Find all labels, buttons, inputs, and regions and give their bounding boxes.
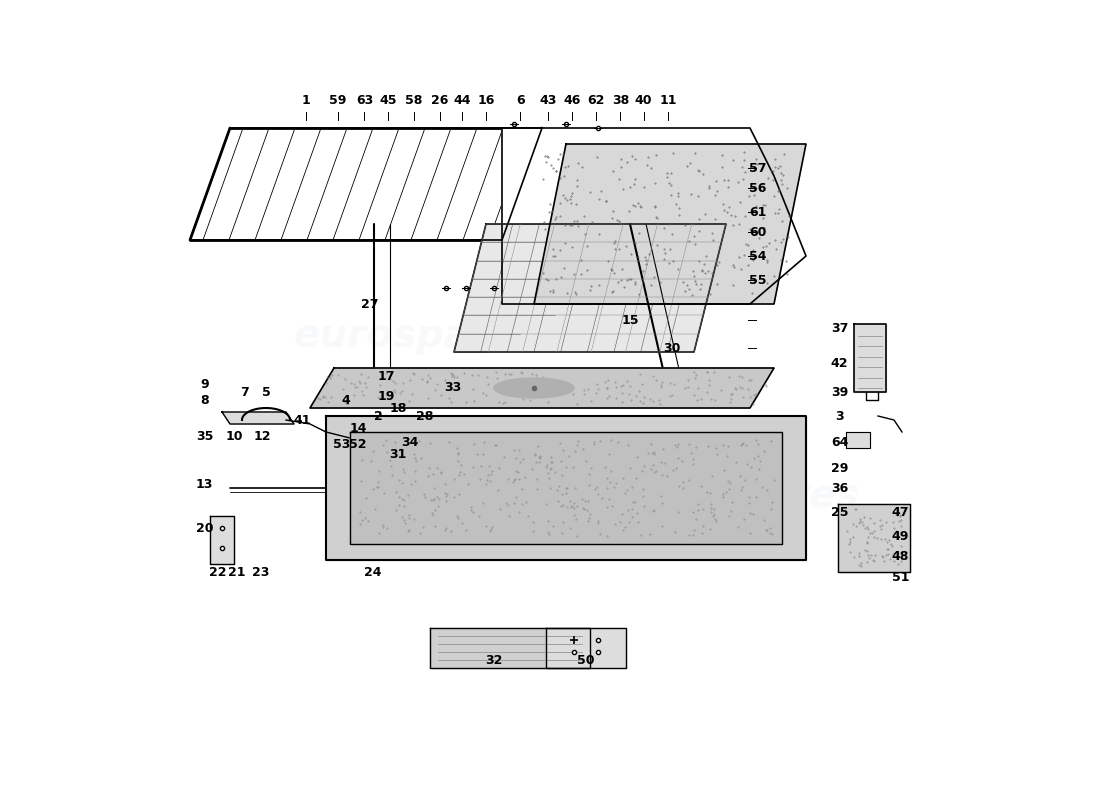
- Text: 34: 34: [402, 436, 419, 449]
- Text: 40: 40: [635, 94, 652, 106]
- Text: 1: 1: [301, 94, 310, 106]
- Text: 52: 52: [350, 438, 366, 450]
- Text: 61: 61: [749, 206, 767, 218]
- Text: 18: 18: [389, 402, 407, 414]
- Text: 55: 55: [749, 274, 767, 286]
- Polygon shape: [310, 368, 774, 408]
- Polygon shape: [534, 144, 806, 304]
- Text: 41: 41: [294, 414, 310, 426]
- Polygon shape: [222, 412, 294, 424]
- Text: 7: 7: [240, 386, 249, 398]
- Text: 44: 44: [453, 94, 471, 106]
- Text: 6: 6: [516, 94, 525, 106]
- Text: 43: 43: [540, 94, 557, 106]
- Text: 27: 27: [361, 298, 378, 310]
- Text: 19: 19: [377, 390, 395, 402]
- Text: eurospares: eurospares: [614, 477, 860, 515]
- Text: 25: 25: [830, 506, 848, 518]
- Text: 8: 8: [200, 394, 209, 406]
- Text: 9: 9: [200, 378, 209, 390]
- Text: 16: 16: [477, 94, 495, 106]
- Text: 20: 20: [196, 522, 213, 534]
- Text: 59: 59: [329, 94, 346, 106]
- Text: 42: 42: [830, 358, 848, 370]
- Text: 53: 53: [333, 438, 351, 450]
- Text: 11: 11: [660, 94, 678, 106]
- Text: 24: 24: [364, 566, 382, 578]
- Polygon shape: [502, 128, 806, 304]
- Text: 63: 63: [355, 94, 373, 106]
- Text: 57: 57: [749, 162, 767, 174]
- Text: 39: 39: [830, 386, 848, 398]
- Polygon shape: [546, 628, 626, 668]
- Text: 47: 47: [892, 506, 909, 518]
- Text: 33: 33: [443, 381, 461, 394]
- Text: 50: 50: [578, 654, 595, 666]
- Text: 13: 13: [196, 478, 213, 490]
- Text: 45: 45: [379, 94, 397, 106]
- Text: 17: 17: [377, 370, 395, 382]
- Text: 5: 5: [262, 386, 271, 398]
- Text: 12: 12: [253, 430, 271, 442]
- Text: eurospares: eurospares: [294, 317, 540, 355]
- Text: 46: 46: [563, 94, 581, 106]
- Text: 51: 51: [892, 571, 909, 584]
- Text: 26: 26: [431, 94, 449, 106]
- Polygon shape: [326, 416, 806, 560]
- Text: 21: 21: [228, 566, 245, 578]
- Polygon shape: [210, 516, 234, 564]
- Text: 15: 15: [621, 314, 639, 326]
- Text: 22: 22: [209, 566, 227, 578]
- Text: 62: 62: [587, 94, 605, 106]
- Text: 23: 23: [252, 566, 270, 578]
- Polygon shape: [350, 432, 782, 544]
- Text: 54: 54: [749, 250, 767, 262]
- Text: 29: 29: [830, 462, 848, 474]
- Text: 14: 14: [350, 422, 366, 434]
- Polygon shape: [838, 504, 910, 572]
- Text: 38: 38: [612, 94, 629, 106]
- Text: 2: 2: [374, 410, 383, 422]
- Text: 28: 28: [416, 410, 433, 422]
- Text: 3: 3: [835, 410, 844, 422]
- Text: 37: 37: [830, 322, 848, 334]
- Polygon shape: [454, 224, 726, 352]
- Text: 49: 49: [892, 530, 909, 542]
- Text: 58: 58: [405, 94, 422, 106]
- Polygon shape: [854, 324, 886, 392]
- Text: 35: 35: [196, 430, 213, 442]
- Polygon shape: [430, 628, 590, 668]
- Text: 36: 36: [830, 482, 848, 494]
- Polygon shape: [846, 432, 870, 448]
- Text: 4: 4: [342, 394, 351, 406]
- Polygon shape: [190, 128, 542, 240]
- Text: 60: 60: [749, 226, 767, 238]
- Text: 30: 30: [663, 342, 680, 354]
- Text: 32: 32: [485, 654, 503, 666]
- Text: 48: 48: [892, 550, 909, 562]
- Text: 10: 10: [226, 430, 243, 442]
- Text: 31: 31: [389, 448, 407, 461]
- Text: 56: 56: [749, 182, 767, 194]
- Ellipse shape: [494, 378, 574, 398]
- Text: 64: 64: [830, 436, 848, 449]
